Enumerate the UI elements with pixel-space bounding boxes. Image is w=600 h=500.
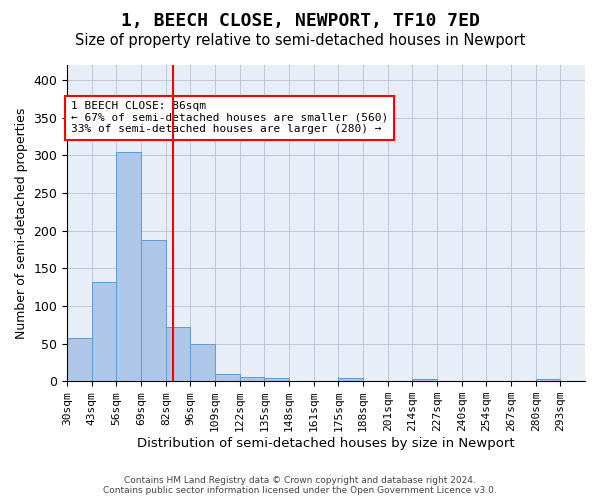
X-axis label: Distribution of semi-detached houses by size in Newport: Distribution of semi-detached houses by … (137, 437, 515, 450)
Bar (536, 379, 560, 381)
Y-axis label: Number of semi-detached properties: Number of semi-detached properties (15, 108, 28, 339)
Bar (190, 344, 215, 381)
Bar (338, 378, 363, 381)
Bar (412, 379, 437, 381)
Text: Size of property relative to semi-detached houses in Newport: Size of property relative to semi-detach… (75, 32, 525, 48)
Text: 1 BEECH CLOSE: 86sqm
← 67% of semi-detached houses are smaller (560)
33% of semi: 1 BEECH CLOSE: 86sqm ← 67% of semi-detac… (71, 101, 388, 134)
Bar (240, 376, 265, 381)
Text: 1, BEECH CLOSE, NEWPORT, TF10 7ED: 1, BEECH CLOSE, NEWPORT, TF10 7ED (121, 12, 479, 30)
Bar (166, 327, 190, 381)
Bar (67, 338, 92, 381)
Bar (265, 378, 289, 381)
Bar (92, 282, 116, 381)
Bar (215, 374, 240, 381)
Bar (141, 240, 166, 381)
Text: Contains HM Land Registry data © Crown copyright and database right 2024.
Contai: Contains HM Land Registry data © Crown c… (103, 476, 497, 495)
Bar (116, 152, 141, 381)
